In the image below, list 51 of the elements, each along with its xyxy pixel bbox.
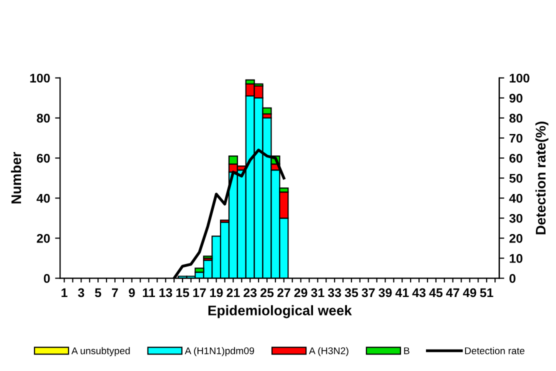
y2-tick-label: 100 bbox=[510, 74, 530, 83]
legend-label: Detection rate bbox=[465, 347, 524, 354]
x-axis-title: Epidemiological week bbox=[208, 305, 352, 318]
x-tick-label: 11 bbox=[142, 288, 155, 298]
x-tick-label: 29 bbox=[294, 288, 308, 298]
y-tick-label: 60 bbox=[36, 154, 50, 163]
y-tick-label: 80 bbox=[36, 114, 50, 123]
y2-tick-label: 20 bbox=[509, 234, 522, 243]
y2-tick-label: 90 bbox=[509, 94, 522, 103]
legend-label: B bbox=[404, 347, 410, 354]
y-tick-label: 100 bbox=[30, 74, 50, 83]
y-tick-label: 40 bbox=[36, 194, 50, 203]
y-tick-label: 20 bbox=[36, 234, 50, 243]
x-tick-label: 31 bbox=[311, 288, 324, 298]
x-tick-label: 45 bbox=[429, 288, 443, 298]
y-tick-label: 0 bbox=[44, 274, 50, 283]
y2-tick-label: 50 bbox=[509, 174, 522, 183]
x-tick-label: 23 bbox=[244, 288, 257, 298]
x-tick-label: 19 bbox=[210, 288, 223, 298]
x-tick-label: 5 bbox=[94, 288, 102, 298]
y-axis-title: Number bbox=[10, 152, 22, 204]
y2-tick-label: 70 bbox=[510, 134, 522, 143]
x-tick-label: 47 bbox=[446, 288, 460, 298]
x-tick-label: 3 bbox=[78, 288, 84, 298]
legend-label: A unsubtyped bbox=[71, 347, 130, 356]
y2-tick-label: 30 bbox=[509, 214, 522, 223]
y2-tick-label: 60 bbox=[509, 154, 522, 163]
x-tick-label: 21 bbox=[226, 288, 240, 298]
x-tick-label: 1 bbox=[62, 288, 68, 298]
x-tick-label: 7 bbox=[112, 288, 118, 298]
x-tick-label: 15 bbox=[176, 288, 190, 298]
x-tick-label: 25 bbox=[260, 288, 274, 298]
x-tick-label: 17 bbox=[193, 288, 206, 298]
x-tick-label: 41 bbox=[395, 288, 409, 298]
y2-tick-label: 40 bbox=[509, 194, 522, 203]
x-tick-label: 9 bbox=[128, 288, 135, 298]
x-tick-label: 33 bbox=[328, 288, 342, 298]
x-tick-label: 35 bbox=[344, 288, 358, 298]
x-tick-label: 27 bbox=[277, 288, 290, 298]
legend-label: A (H1N1)pdm09 bbox=[184, 347, 254, 356]
x-tick-label: 39 bbox=[378, 288, 392, 298]
legend-label: A (H3N2) bbox=[308, 347, 348, 356]
x-tick-label: 43 bbox=[412, 288, 426, 298]
x-tick-label: 49 bbox=[462, 288, 476, 298]
y2-tick-label: 80 bbox=[509, 114, 522, 123]
x-tick-label: 51 bbox=[480, 288, 494, 298]
y2-axis-title: Detection rate(%) bbox=[535, 122, 548, 234]
y2-tick-label: 10 bbox=[510, 254, 522, 263]
y2-tick-label: 0 bbox=[510, 274, 516, 283]
x-tick-label: 13 bbox=[159, 288, 172, 298]
x-tick-label: 37 bbox=[362, 288, 375, 298]
